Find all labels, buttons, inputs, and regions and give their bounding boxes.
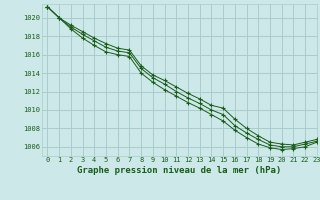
X-axis label: Graphe pression niveau de la mer (hPa): Graphe pression niveau de la mer (hPa) — [77, 166, 281, 175]
